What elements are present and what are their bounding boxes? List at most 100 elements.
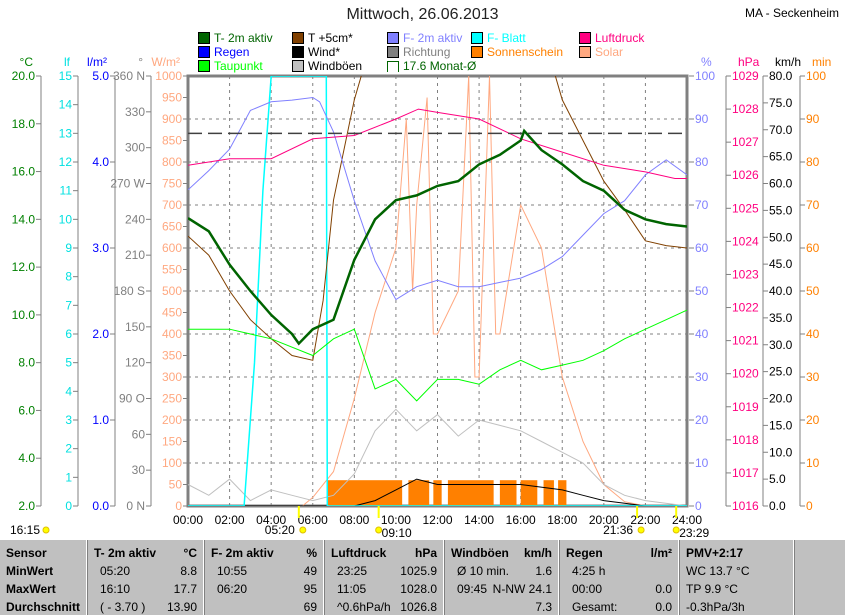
series-f-blatt: [188, 76, 687, 506]
axis-tick-label: 120: [125, 356, 145, 370]
table-cell-row: Luftdruck hPa: [331, 544, 437, 562]
axis-tick-label: 700: [162, 198, 182, 212]
axis-tick-label: 60: [132, 427, 146, 441]
cell-label: 05:20: [100, 564, 131, 578]
cell-value: 8.8: [180, 564, 197, 578]
table-cell-row: Sensor: [6, 544, 80, 562]
legend-item: Wind*: [292, 45, 340, 59]
axis-tick-label: 100: [806, 69, 826, 83]
cell-label: -0.3hPa/3h: [686, 600, 745, 614]
table-column: Luftdruck hPa 23:25 1025.9 11:05 1028.0 ^0.6hP…: [325, 540, 444, 615]
cell-value: 17.7: [173, 582, 197, 596]
series-luftdruck: [188, 108, 687, 179]
axis-tick-label: 70: [806, 198, 820, 212]
axis-tick-label: 3: [65, 413, 72, 427]
cell-label: ( - 3.70 ): [100, 600, 146, 614]
legend-label: Sonnenschein: [487, 45, 564, 59]
axis-tick-label: 10: [59, 212, 73, 226]
axis-tick-label: 12.0: [12, 260, 36, 274]
axis-tick-label: 55.0: [769, 203, 793, 217]
table-column-empty: [797, 540, 845, 615]
cell-label: Regen: [566, 546, 603, 560]
axis-tick-label: 20: [806, 413, 820, 427]
axis-tick-label: 0.0: [92, 499, 109, 513]
axis-tick-label: 50: [806, 284, 820, 298]
x-tick-label: 18:00: [547, 513, 577, 527]
x-tick-label: 14:00: [464, 513, 494, 527]
axis-tick-label: 14.0: [12, 212, 36, 226]
axis-tick-label: 90: [695, 112, 709, 126]
axis-tick-label: 600: [162, 241, 182, 255]
axis-tick-label: 15.0: [769, 418, 793, 432]
axis-tick-label: 60.0: [769, 177, 793, 191]
axis-tick-label: 11: [60, 184, 73, 198]
station-name: MA - Seckenheim: [744, 6, 839, 20]
axis-tick-label: 1025: [732, 201, 759, 215]
moon-icon: [42, 526, 50, 534]
legend-item: Regen: [198, 45, 249, 59]
cell-value: 1.6: [535, 564, 552, 578]
legend-swatch: [579, 46, 591, 58]
sunshine-bar: [327, 480, 403, 506]
table-cell-row: 00:00 0.0: [566, 580, 672, 598]
axis-tick-label: 800: [162, 155, 182, 169]
axis-unit-label: hPa: [738, 55, 760, 69]
cell-label: 09:45: [457, 582, 488, 596]
series-wind-: [188, 478, 687, 506]
legend-item: F- 2m aktiv: [387, 31, 462, 45]
axis-tick-label: 80: [806, 155, 820, 169]
cell-value: °C: [183, 546, 197, 560]
sunshine-bar: [499, 480, 517, 506]
series-t-5cm-: [188, 76, 687, 361]
x-tick-label: 06:00: [298, 513, 328, 527]
axis-tick-label: 1029: [732, 69, 759, 83]
axis-tick-label: 250: [162, 392, 182, 406]
legend-label: Taupunkt: [214, 59, 263, 73]
table-cell-row: Windböen km/h: [451, 544, 552, 562]
legend-label: Richtung: [403, 45, 451, 59]
cell-value: 1028.0: [400, 582, 437, 596]
sunrise-icon: [299, 526, 307, 534]
axis-tick-label: 0.0: [769, 499, 786, 513]
table-cell-row: Regen l/m²: [566, 544, 672, 562]
axis-tick-label: 30: [132, 463, 146, 477]
table-cell-row: MaxWert: [6, 580, 80, 598]
axis-tick-label: 1027: [732, 135, 759, 149]
cell-value: 69: [303, 600, 317, 614]
series-f-2m-aktiv: [188, 96, 687, 301]
axis-tick-label: 5: [65, 356, 72, 370]
axis-tick-label: 45.0: [769, 257, 793, 271]
axis-tick-label: 16.0: [12, 165, 36, 179]
axis-tick-label: 60: [806, 241, 820, 255]
axis-tick-label: 4.0: [92, 155, 109, 169]
legend-label: Solar: [595, 45, 624, 59]
axis-tick-label: 350: [162, 349, 182, 363]
axis-tick-label: 1023: [732, 267, 759, 281]
legend-item: Taupunkt: [198, 59, 263, 73]
axis-tick-label: 30: [695, 370, 709, 384]
legend-item: Solar: [579, 45, 623, 59]
legend-swatch: [387, 46, 399, 58]
axis-tick-label: 20.0: [769, 392, 793, 406]
axis-tick-label: 13: [59, 126, 73, 140]
axis-unit-label: lf: [64, 55, 71, 69]
axis-tick-label: 4.0: [18, 451, 35, 465]
legend-swatch: [579, 32, 591, 44]
cell-label: 06:20: [217, 582, 248, 596]
x-tick-label: 08:00: [339, 513, 369, 527]
axis-tick-label: 3.0: [92, 241, 109, 255]
table-cell-row: 10:55 49: [211, 562, 317, 580]
axis-tick-label: 10: [695, 456, 709, 470]
moon-time: 16:15: [10, 523, 40, 537]
axis-tick-label: 8: [65, 270, 72, 284]
legend-swatch: [198, 46, 210, 58]
x-tick-label: 04:00: [256, 513, 286, 527]
axis-tick-label: 5.0: [92, 69, 109, 83]
series-taupunkt: [188, 309, 687, 402]
axis-tick-label: 30: [806, 370, 820, 384]
cell-value: 13.90: [166, 600, 197, 614]
legend-swatch: [292, 46, 304, 58]
axis-tick-label: 750: [162, 177, 182, 191]
cell-label: ^0.6hPa/h: [337, 600, 391, 614]
